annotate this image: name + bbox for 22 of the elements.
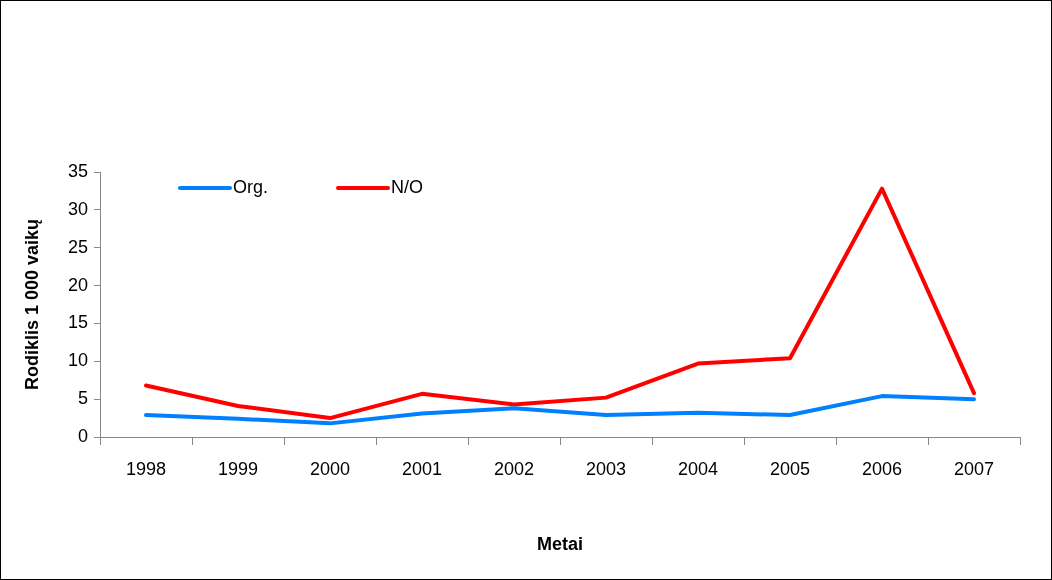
legend-label: N/O [391, 176, 424, 197]
y-tick-label: 0 [77, 425, 88, 446]
x-tick-label: 2006 [861, 458, 903, 479]
y-tick-label: 10 [67, 350, 88, 371]
x-tick-label: 2005 [769, 458, 811, 479]
x-axis-title: Metai [536, 534, 584, 555]
y-axis-title: Rodiklis 1 000 vaikų [21, 218, 42, 391]
x-tick-label: 2001 [401, 458, 443, 479]
y-tick-label: 5 [77, 388, 88, 409]
y-tick-label: 30 [67, 198, 88, 219]
x-tick-label: 2007 [953, 458, 995, 479]
y-tick-label: 15 [67, 312, 88, 333]
y-tick-label: 35 [67, 160, 88, 181]
legend-label: Org. [233, 176, 269, 197]
x-tick-label: 2004 [677, 458, 719, 479]
x-tick-label: 2002 [493, 458, 535, 479]
x-tick-label: 1999 [217, 458, 259, 479]
x-tick-label: 2000 [309, 458, 351, 479]
y-tick-label: 25 [67, 236, 88, 257]
y-tick-label: 20 [67, 274, 88, 295]
x-tick-label: 1998 [125, 458, 167, 479]
x-tick-label: 2003 [585, 458, 627, 479]
